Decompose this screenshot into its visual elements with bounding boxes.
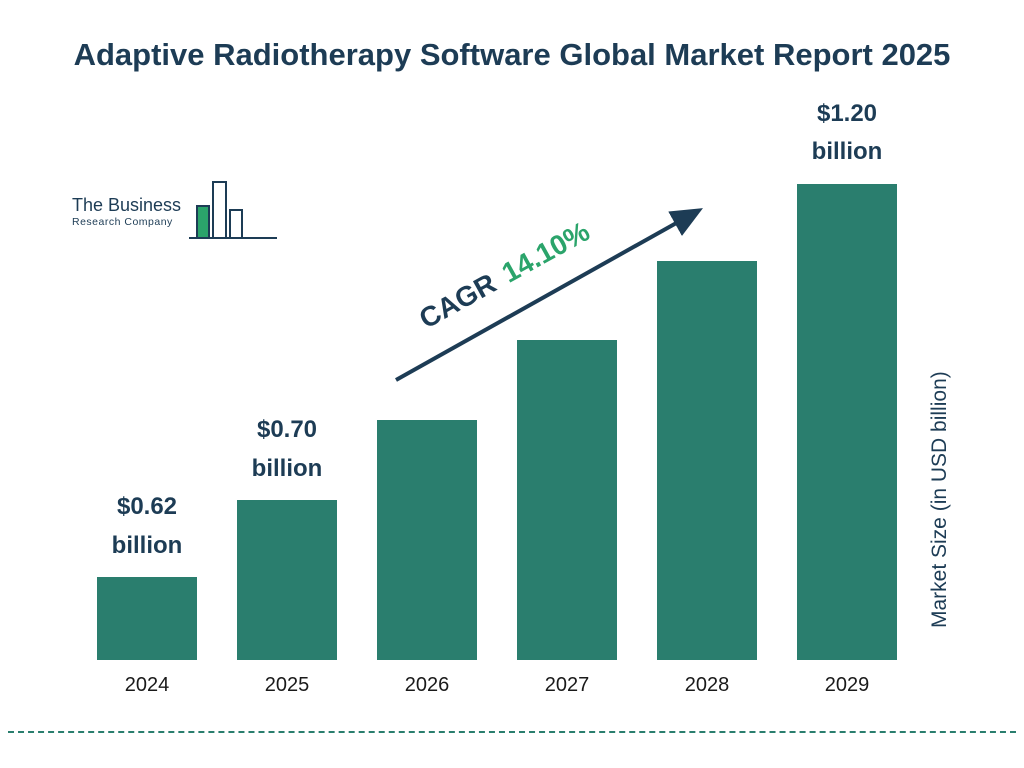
bar-value-unit: billion bbox=[811, 138, 883, 166]
x-axis-label: 2025 bbox=[264, 674, 310, 696]
bar bbox=[97, 577, 197, 660]
company-logo: The Business Research Company bbox=[72, 178, 284, 246]
bar bbox=[517, 340, 617, 660]
bar bbox=[237, 500, 337, 660]
logo-name: The Business bbox=[72, 195, 182, 215]
bar-value-label: $1.20 billion bbox=[812, 95, 883, 172]
bar-value-amount: $0.70 bbox=[256, 416, 318, 444]
bar-column: 2027 bbox=[517, 95, 617, 700]
bar-column: $1.20 billion 2029 bbox=[797, 95, 897, 700]
x-axis-label: 2024 bbox=[124, 674, 170, 696]
bar-value-unit: billion bbox=[111, 531, 183, 559]
bar-value-unit: billion bbox=[251, 454, 323, 482]
bar-chart: $0.62 billion 2024 $0.70 billion 2025 2026 2027… bbox=[97, 95, 897, 700]
x-axis-label: 2026 bbox=[404, 674, 450, 696]
bottom-dashed-divider bbox=[8, 731, 1016, 733]
bar bbox=[657, 261, 757, 660]
bar-value-label: $0.70 billion bbox=[252, 411, 323, 488]
bar-column: $0.70 billion 2025 bbox=[237, 95, 337, 700]
x-axis-label: 2027 bbox=[544, 674, 590, 696]
bar-value-amount: $1.20 bbox=[816, 100, 878, 127]
bar bbox=[377, 420, 477, 660]
y-axis-label: Market Size (in USD billion) bbox=[928, 371, 951, 629]
bar bbox=[797, 183, 897, 661]
x-axis-label: 2029 bbox=[824, 674, 870, 697]
bar-value-amount: $0.62 bbox=[116, 493, 178, 521]
bar-value-label: $0.62 billion bbox=[112, 488, 183, 565]
logo-text: The Business Research Company bbox=[72, 195, 181, 246]
bar-column: 2028 bbox=[657, 95, 757, 700]
x-axis-label: 2028 bbox=[684, 674, 730, 696]
bar-column: $0.62 billion 2024 bbox=[97, 95, 197, 700]
growth-arrow-icon bbox=[395, 208, 703, 382]
chart-title: Adaptive Radiotherapy Software Global Ma… bbox=[73, 37, 951, 72]
logo-subname: Research Company bbox=[72, 216, 173, 228]
logo-bar-chart-icon bbox=[189, 181, 278, 239]
bar-column: 2026 bbox=[377, 95, 477, 700]
